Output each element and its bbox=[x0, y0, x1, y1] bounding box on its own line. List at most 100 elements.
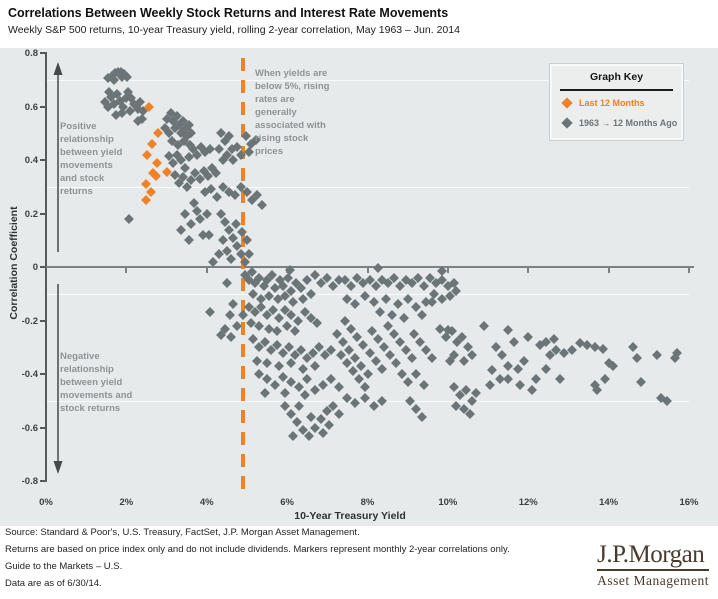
page-subtitle: Weekly S&P 500 returns, 10-year Treasury… bbox=[8, 24, 460, 36]
data-point bbox=[288, 430, 299, 441]
data-point bbox=[237, 310, 248, 321]
data-point bbox=[280, 387, 291, 398]
data-point bbox=[360, 393, 371, 404]
data-point bbox=[124, 213, 135, 224]
data-point bbox=[260, 387, 270, 398]
x-tick-label: 16% bbox=[679, 497, 699, 508]
data-point bbox=[390, 358, 401, 369]
data-point bbox=[410, 369, 421, 379]
data-point bbox=[378, 342, 389, 353]
footnote-source: Source: Standard & Poor's, U.S. Treasury… bbox=[5, 527, 360, 538]
data-point bbox=[257, 200, 268, 211]
data-point bbox=[458, 355, 469, 366]
data-point bbox=[555, 374, 566, 385]
data-point bbox=[400, 344, 411, 355]
data-point bbox=[346, 280, 357, 291]
data-point bbox=[272, 326, 283, 337]
x-tick-label: 12% bbox=[518, 497, 538, 508]
y-tick-label: -0.6 bbox=[21, 422, 38, 434]
data-point bbox=[376, 363, 387, 374]
y-tick bbox=[40, 373, 46, 375]
x-tick-label: 4% bbox=[199, 497, 214, 508]
data-point bbox=[292, 315, 303, 326]
data-point bbox=[495, 374, 506, 385]
data-point bbox=[597, 343, 608, 354]
data-point bbox=[404, 395, 415, 406]
data-point bbox=[541, 363, 552, 374]
data-point bbox=[402, 377, 413, 387]
data-point bbox=[394, 336, 405, 347]
x-tick-label: 8% bbox=[360, 497, 375, 508]
y-tick bbox=[40, 159, 46, 161]
data-point bbox=[288, 296, 299, 307]
data-point bbox=[487, 365, 498, 375]
legend-divider bbox=[560, 89, 673, 91]
data-point bbox=[175, 224, 186, 235]
data-point bbox=[318, 379, 329, 390]
data-point bbox=[627, 342, 638, 353]
y-tick-label: 0.8 bbox=[24, 48, 38, 59]
data-point bbox=[225, 310, 235, 321]
data-point bbox=[334, 382, 345, 393]
data-point bbox=[262, 358, 272, 369]
x-tick bbox=[125, 268, 128, 273]
data-point bbox=[392, 299, 403, 310]
legend-item-1963-to-12-months-ago: 1963 → 12 Months Ago bbox=[561, 116, 677, 130]
data-point bbox=[358, 339, 369, 350]
data-point bbox=[205, 307, 215, 318]
annotation-yields-below-5pct: When yields are below 5%, rising rates a… bbox=[255, 68, 330, 157]
data-point bbox=[527, 385, 538, 395]
data-point bbox=[362, 369, 373, 379]
x-tick bbox=[527, 268, 530, 273]
data-point bbox=[217, 235, 228, 246]
data-point bbox=[312, 318, 323, 329]
y-tick-label: 0.2 bbox=[24, 208, 38, 220]
data-point bbox=[503, 374, 514, 385]
x-tick-label: 6% bbox=[280, 497, 294, 508]
y-tick bbox=[40, 266, 46, 268]
data-point bbox=[549, 334, 560, 345]
x-tick bbox=[205, 268, 208, 273]
data-point bbox=[416, 411, 427, 422]
data-point bbox=[306, 288, 317, 299]
data-point bbox=[270, 379, 281, 390]
orange-diamond-icon bbox=[561, 97, 573, 109]
y-tick-label: -0.2 bbox=[21, 315, 38, 327]
data-point bbox=[310, 361, 321, 371]
data-point bbox=[509, 336, 520, 347]
data-point bbox=[635, 377, 646, 387]
gridline bbox=[46, 79, 689, 81]
data-point bbox=[185, 219, 196, 230]
data-point bbox=[599, 374, 610, 385]
data-point bbox=[370, 355, 381, 366]
data-point bbox=[221, 278, 232, 288]
data-point bbox=[350, 398, 361, 409]
data-point bbox=[388, 328, 399, 339]
annotation-negative-relationship: Negative relationship between yield move… bbox=[60, 351, 133, 414]
positive-direction-arrow bbox=[53, 62, 63, 252]
data-point bbox=[294, 401, 305, 412]
data-point bbox=[298, 363, 309, 374]
x-tick bbox=[688, 268, 690, 273]
annotation-positive-relationship: Positive relationship between yield move… bbox=[60, 121, 123, 197]
data-point bbox=[567, 344, 578, 355]
y-tick bbox=[40, 426, 46, 429]
y-tick-label: 0 bbox=[32, 262, 38, 273]
data-point bbox=[384, 350, 395, 361]
data-point bbox=[352, 331, 363, 342]
data-point bbox=[368, 401, 379, 412]
data-point bbox=[465, 409, 475, 420]
data-point bbox=[503, 361, 514, 371]
y-tick-label: 0.6 bbox=[24, 101, 38, 113]
data-point bbox=[364, 347, 375, 358]
footnote-data-date: Data are as of 6/30/14. bbox=[5, 578, 102, 589]
data-point bbox=[416, 310, 427, 321]
logo-subtitle: Asset Management bbox=[597, 573, 709, 588]
data-point bbox=[290, 326, 301, 337]
data-point bbox=[523, 331, 534, 342]
legend-item-label: Last 12 Months bbox=[579, 98, 645, 108]
data-point bbox=[418, 379, 429, 390]
data-point bbox=[406, 352, 417, 363]
y-tick bbox=[40, 105, 46, 108]
data-point bbox=[396, 369, 407, 379]
